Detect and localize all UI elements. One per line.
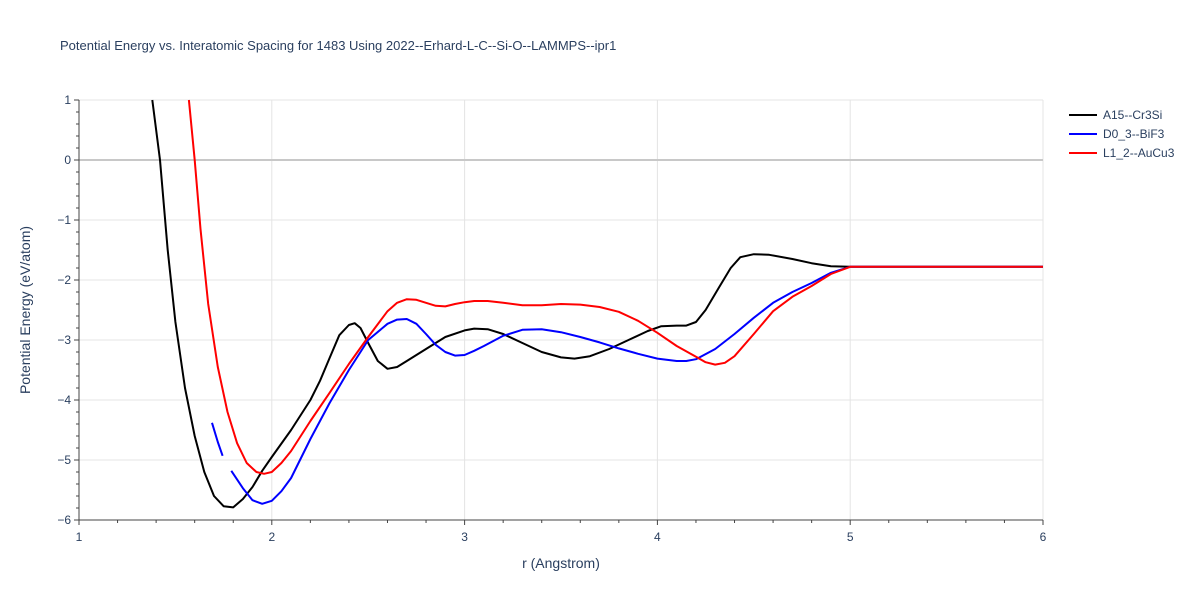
legend-item[interactable]: D0_3--BiF3 (1069, 127, 1165, 141)
y-axis-title: Potential Energy (eV/atom) (17, 226, 33, 394)
y-tick-label: 0 (64, 153, 71, 167)
legend-label: D0_3--BiF3 (1103, 127, 1165, 141)
legend-item[interactable]: A15--Cr3Si (1069, 108, 1162, 122)
y-tick-label: −3 (57, 333, 71, 347)
x-tick-label: 2 (268, 530, 275, 544)
x-tick-label: 5 (847, 530, 854, 544)
y-tick-label: −2 (57, 273, 71, 287)
legend-item[interactable]: L1_2--AuCu3 (1069, 146, 1175, 160)
y-tick-label: −1 (57, 213, 71, 227)
x-axis-title: r (Angstrom) (522, 555, 600, 571)
gridlines (79, 99, 1044, 520)
plot-area (151, 99, 1043, 509)
axes (78, 100, 1043, 521)
series-line-L1_2--AuCu3 (187, 99, 1043, 475)
legend-label: L1_2--AuCu3 (1103, 146, 1175, 160)
x-tick-label: 4 (654, 530, 661, 544)
y-tick-label: 1 (64, 93, 71, 107)
y-tick-label: −4 (57, 393, 71, 407)
series-line-A15--Cr3Si (151, 99, 1043, 509)
y-tick-label: −5 (57, 453, 71, 467)
x-tick-label: 3 (461, 530, 468, 544)
legend[interactable]: A15--Cr3Si D0_3--BiF3 L1_2--AuCu3 (1069, 108, 1175, 160)
y-tick-label: −6 (57, 513, 71, 527)
legend-label: A15--Cr3Si (1103, 108, 1162, 122)
series-line-D0_3--BiF3 (211, 422, 224, 457)
series-line-D0_3--BiF3 (230, 265, 1043, 505)
chart-title: Potential Energy vs. Interatomic Spacing… (60, 38, 616, 53)
x-axis-ticks: 1 2 3 4 5 6 (76, 520, 1047, 544)
x-tick-label: 1 (76, 530, 83, 544)
x-tick-label: 6 (1040, 530, 1047, 544)
y-axis-ticks: −6 −5 −4 −3 −2 −1 0 1 (57, 93, 79, 527)
